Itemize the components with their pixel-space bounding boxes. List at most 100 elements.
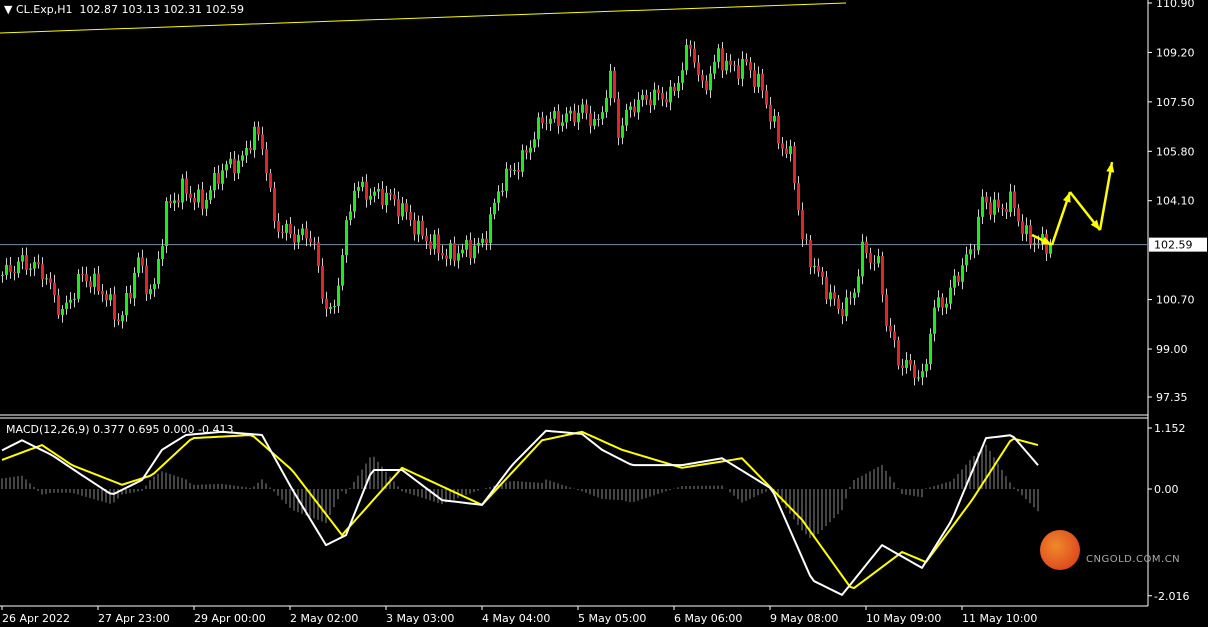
candle-body — [685, 44, 688, 71]
candle-body — [977, 216, 980, 251]
candle — [657, 85, 660, 101]
candle-body — [777, 115, 780, 144]
candle-body — [389, 192, 392, 195]
macd-main-line — [1, 429, 1039, 596]
candle — [169, 194, 172, 208]
candle — [965, 246, 968, 272]
price-tick-label: 110.90 — [1156, 0, 1195, 10]
candle-body — [869, 253, 872, 263]
candle — [933, 299, 936, 342]
candle — [949, 279, 952, 310]
candle — [437, 228, 440, 261]
candle-body — [861, 241, 864, 277]
candle-body — [369, 195, 372, 200]
candle-body — [329, 306, 332, 309]
candle — [377, 183, 380, 199]
price-tick-label: 104.10 — [1156, 195, 1195, 208]
candle — [861, 234, 864, 285]
candle — [465, 235, 468, 258]
candle-body — [825, 276, 828, 300]
candle-body — [301, 228, 304, 235]
candle — [661, 86, 664, 107]
candle — [969, 243, 972, 260]
candle-body — [489, 214, 492, 243]
candle — [161, 239, 164, 267]
candle-body — [61, 308, 64, 315]
candle-body — [253, 126, 256, 151]
candle-body — [889, 325, 892, 332]
candle-body — [405, 203, 408, 213]
candle-body — [941, 297, 944, 308]
candle — [553, 106, 556, 123]
candle-body — [117, 319, 120, 322]
candle — [793, 142, 796, 190]
candle-body — [809, 240, 812, 268]
candle-body — [749, 61, 752, 71]
candle-body — [929, 333, 932, 364]
candle — [609, 63, 612, 106]
candle-body — [913, 364, 916, 378]
candle — [937, 290, 940, 312]
candle-body — [337, 285, 340, 306]
candle-body — [129, 293, 132, 299]
candle — [5, 258, 8, 280]
candle — [409, 204, 412, 227]
candle-body — [365, 181, 368, 200]
candle — [393, 188, 396, 206]
candle-body — [501, 190, 504, 192]
candle — [529, 140, 532, 160]
candle-body — [925, 363, 928, 372]
candle-body — [333, 305, 336, 307]
candle-body — [961, 265, 964, 282]
candle — [977, 209, 980, 255]
logo-emblem-icon — [1040, 530, 1080, 570]
candle-body — [273, 188, 276, 221]
candle — [221, 163, 224, 191]
candle — [97, 265, 100, 295]
candle-body — [905, 359, 908, 368]
candle — [293, 226, 296, 250]
candle — [449, 239, 452, 266]
candle-body — [89, 281, 92, 287]
candle — [481, 233, 484, 248]
time-tick-label: 3 May 03:00 — [386, 612, 454, 625]
candle-body — [957, 275, 960, 282]
candle — [29, 263, 32, 277]
candle-body — [805, 239, 808, 241]
candle — [665, 91, 668, 108]
candle-body — [513, 169, 516, 171]
candle-body — [965, 254, 968, 266]
candle — [921, 363, 924, 386]
candle — [373, 186, 376, 203]
candle — [769, 97, 772, 130]
candle — [721, 42, 724, 78]
candle — [881, 251, 884, 303]
candle — [33, 256, 36, 276]
candle-body — [721, 48, 724, 71]
forecast-arrowhead-icon — [1106, 162, 1115, 173]
candle-body — [953, 275, 956, 288]
candle-body — [945, 303, 948, 308]
candle — [789, 139, 792, 162]
candle — [849, 291, 852, 305]
candle-body — [617, 98, 620, 138]
candle — [281, 225, 284, 239]
dropdown-triangle-icon[interactable]: ▼ — [4, 3, 16, 16]
candle-body — [853, 292, 856, 298]
candle-body — [309, 238, 312, 243]
candle-body — [453, 243, 456, 261]
price-tick-label: 107.50 — [1156, 96, 1195, 109]
candle-body — [85, 274, 88, 282]
candle — [725, 52, 728, 75]
candle — [1001, 203, 1004, 217]
candle-body — [581, 104, 584, 113]
candle — [501, 182, 504, 197]
candle-body — [669, 86, 672, 103]
candle-body — [677, 82, 680, 92]
candle — [261, 126, 264, 156]
candle-body — [653, 89, 656, 106]
candle-body — [481, 238, 484, 243]
macd-tick-label: 0.00 — [1154, 483, 1179, 496]
candle-body — [293, 234, 296, 243]
